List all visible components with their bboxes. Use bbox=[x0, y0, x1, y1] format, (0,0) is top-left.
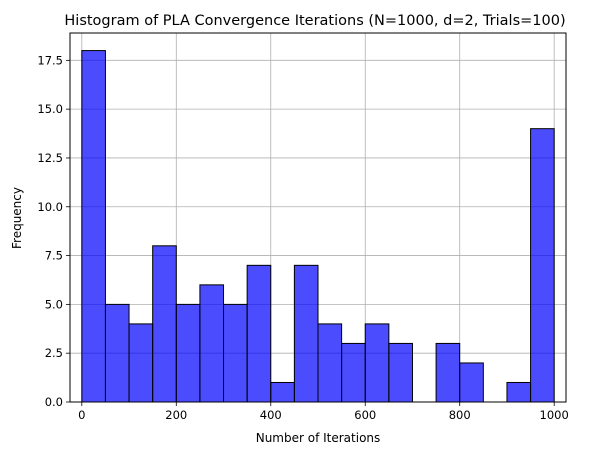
plot-frame bbox=[69, 32, 567, 403]
histogram-bar bbox=[341, 342, 366, 403]
histogram-bar bbox=[506, 381, 532, 403]
histogram-bar bbox=[270, 381, 295, 403]
y-tick-label: 0.0 bbox=[45, 395, 63, 409]
y-tick-label: 7.5 bbox=[45, 249, 63, 263]
y-axis-ticks: 0.0 2.5 5.0 7.5 10.0 12.5 15.0 17.5 bbox=[37, 53, 70, 409]
histogram-bar bbox=[246, 264, 272, 403]
y-tick-label: 15.0 bbox=[37, 102, 63, 116]
y-tick-label: 5.0 bbox=[45, 297, 63, 311]
y-tick-label: 10.0 bbox=[37, 200, 63, 214]
y-tick-label: 2.5 bbox=[45, 346, 63, 360]
x-tick-label: 600 bbox=[354, 408, 376, 422]
y-axis-label: Frequency bbox=[10, 187, 24, 249]
histogram-bar bbox=[530, 128, 555, 403]
x-axis-label: Number of Iterations bbox=[256, 431, 381, 445]
histogram-bar bbox=[152, 245, 177, 403]
x-tick-label: 0 bbox=[78, 408, 85, 422]
histogram-bar bbox=[175, 303, 201, 403]
y-tick-label: 12.5 bbox=[37, 151, 63, 165]
y-tick-label: 17.5 bbox=[37, 53, 63, 67]
histogram-bar bbox=[435, 342, 461, 403]
histogram-bar bbox=[128, 323, 154, 403]
x-tick-label: 400 bbox=[260, 408, 282, 422]
chart-title: Histogram of PLA Convergence Iterations … bbox=[64, 13, 565, 29]
histogram-bar bbox=[293, 264, 319, 403]
x-tick-label: 1000 bbox=[540, 408, 569, 422]
histogram-bar bbox=[104, 303, 130, 403]
histogram-bar bbox=[459, 362, 484, 403]
histogram-bar bbox=[317, 323, 343, 403]
histogram-bar bbox=[223, 303, 248, 403]
x-axis-ticks: 0 200 400 600 800 1000 bbox=[78, 402, 569, 422]
x-tick-label: 800 bbox=[449, 408, 471, 422]
histogram-bar bbox=[199, 284, 225, 403]
histogram-bar bbox=[364, 323, 390, 403]
histogram-bar bbox=[81, 50, 106, 403]
histogram-bar bbox=[388, 342, 413, 403]
histogram-bars bbox=[81, 50, 555, 403]
x-tick-label: 200 bbox=[165, 408, 187, 422]
